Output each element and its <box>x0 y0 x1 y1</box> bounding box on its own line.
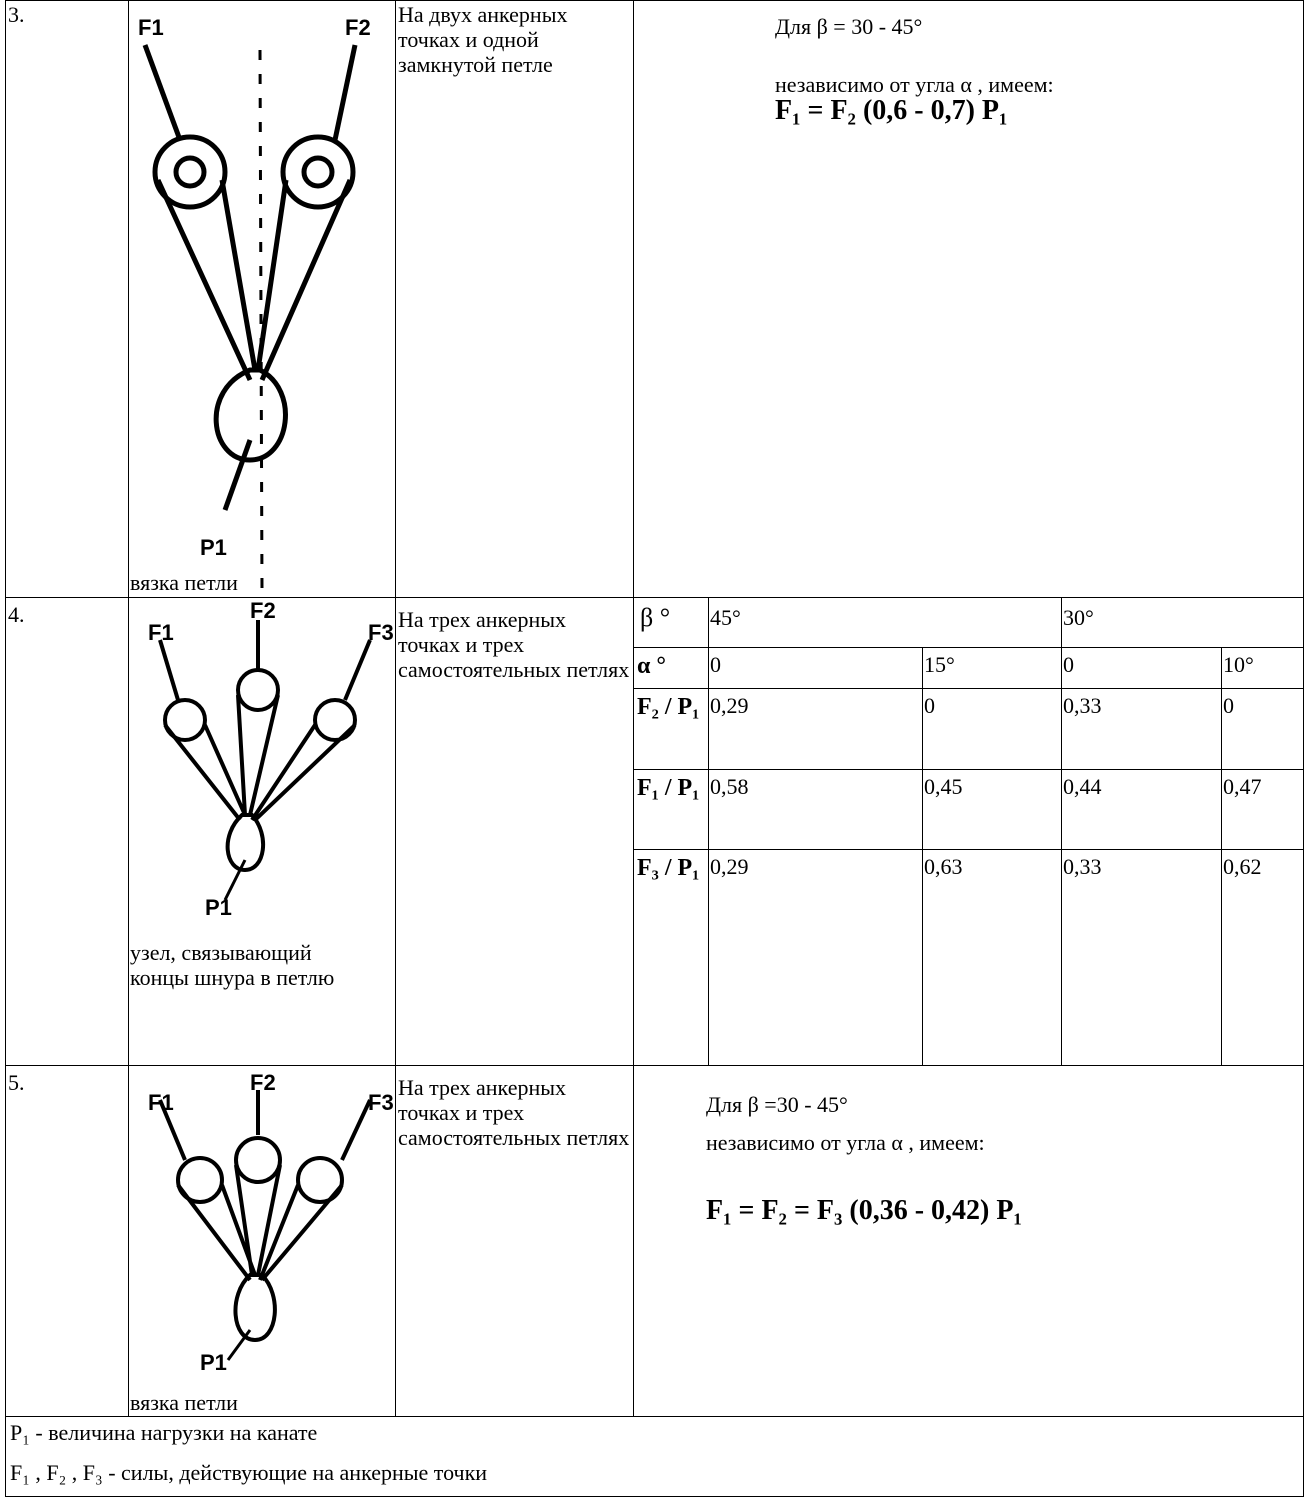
caption: вязка петли <box>130 570 238 595</box>
row-number: 3. <box>8 2 25 27</box>
figure-label: F2 <box>345 15 371 40</box>
figure-label: P1 <box>205 895 232 920</box>
row-number: 4. <box>8 602 25 627</box>
figure-label: F2 <box>250 1070 276 1095</box>
note: P₁ - величина нагрузки на канате <box>10 1420 318 1445</box>
table-header: 30° <box>1063 605 1094 630</box>
rule <box>1061 597 1062 1065</box>
table-cell: 0 <box>1223 693 1234 718</box>
row-label: F₁ / P₁ <box>637 775 700 801</box>
figure-label: F3 <box>368 620 394 645</box>
formula: независимо от угла α , имеем: <box>706 1130 985 1155</box>
figure-label: F3 <box>368 1090 394 1115</box>
figure: F1 F2 F3 P1 <box>148 598 394 920</box>
formula: независимо от угла α , имеем: <box>775 72 1054 97</box>
figure: F1 F2 P1 <box>138 15 371 591</box>
row-label: F₂ / P₁ <box>637 694 700 720</box>
figure-label: F1 <box>148 1090 174 1115</box>
table-cell: 10° <box>1223 652 1254 677</box>
rule <box>633 849 1303 850</box>
rule <box>922 647 923 1065</box>
rule <box>633 769 1303 770</box>
rule <box>708 597 709 1065</box>
table-cell: 15° <box>924 652 955 677</box>
table-cell: 0 <box>1063 652 1074 677</box>
rule <box>633 647 1303 648</box>
table-cell: 0,33 <box>1063 854 1102 879</box>
figure-label: P1 <box>200 1350 227 1375</box>
rule <box>5 597 1303 598</box>
table-header: 45° <box>710 605 741 630</box>
table-cell: 0,58 <box>710 774 749 799</box>
figure-label: F1 <box>148 620 174 645</box>
description: На трех анкерных точках и трех самостоят… <box>398 607 630 682</box>
formula: Для β =30 - 45° <box>706 1092 848 1117</box>
rule <box>5 1065 1303 1066</box>
table-cell: 0,63 <box>924 854 963 879</box>
figure-label: F2 <box>250 598 276 623</box>
description: На двух анкерных точках и одной замкнуто… <box>398 2 568 77</box>
rule <box>5 1496 1303 1497</box>
table-cell: 0,29 <box>710 693 749 718</box>
rule <box>5 1416 1303 1417</box>
row-label: α ° <box>637 653 666 679</box>
caption: узел, связывающий концы шнура в петлю <box>130 940 335 990</box>
rule <box>5 0 6 1497</box>
table-cell: 0,29 <box>710 854 749 879</box>
note: F₁ , F₂ , F₃ - силы, действующие на анке… <box>10 1460 488 1485</box>
rule <box>633 688 1303 689</box>
table-cell: 0,45 <box>924 774 963 799</box>
caption: вязка петли <box>130 1390 238 1415</box>
rule <box>128 0 129 1416</box>
table-cell: 0 <box>710 652 721 677</box>
rule <box>395 0 396 1416</box>
figure: F1 F2 F3 P1 <box>148 1070 394 1375</box>
rule <box>633 0 634 1416</box>
table-cell: 0,44 <box>1063 774 1102 799</box>
figure-label: P1 <box>200 535 227 560</box>
table-cell: 0,33 <box>1063 693 1102 718</box>
description: На трех анкерных точках и трех самостоят… <box>398 1075 630 1150</box>
formula: F₁ = F₂ = F₃ (0,36 - 0,42) P₁ <box>706 1195 1022 1226</box>
table-cell: 0,47 <box>1223 774 1262 799</box>
rule <box>1221 647 1222 1065</box>
rule <box>1303 0 1304 1497</box>
table-header: β ° <box>640 603 671 632</box>
formula: F₁ = F₂ (0,6 - 0,7) P₁ <box>775 95 1008 126</box>
rule <box>5 0 1303 1</box>
row-label: F₃ / P₁ <box>637 855 700 881</box>
row-number: 5. <box>8 1070 25 1095</box>
table-cell: 0 <box>924 693 935 718</box>
figure-label: F1 <box>138 15 164 40</box>
formula: Для β = 30 - 45° <box>775 14 923 39</box>
table-cell: 0,62 <box>1223 854 1262 879</box>
